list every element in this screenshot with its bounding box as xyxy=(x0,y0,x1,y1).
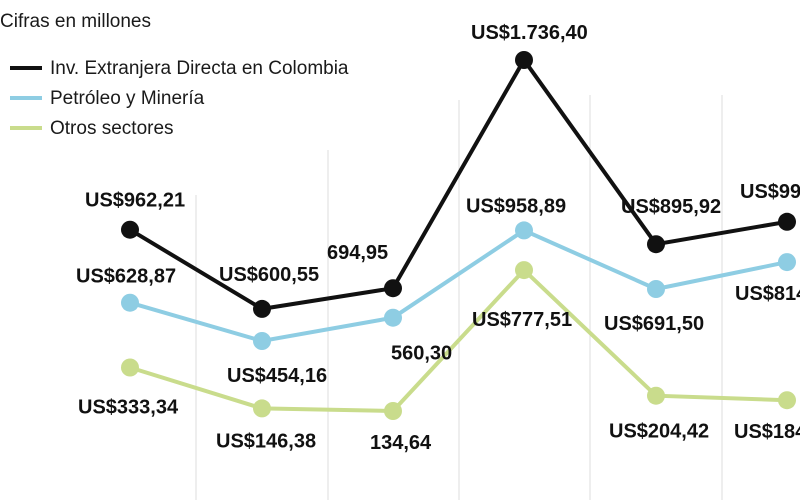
data-point xyxy=(253,332,271,350)
data-point xyxy=(515,261,533,280)
series-line xyxy=(128,56,788,311)
data-label: US$998 xyxy=(740,181,800,203)
legend-label: Inv. Extranjera Directa en Colombia xyxy=(50,58,349,79)
legend-label: Otros sectores xyxy=(50,118,174,139)
data-label: 134,64 xyxy=(370,432,432,454)
units-note: Cifras en millones xyxy=(0,11,151,32)
data-label: US$962,21 xyxy=(85,190,185,212)
data-label: US$958,89 xyxy=(466,195,566,217)
data-label: US$895,92 xyxy=(621,196,721,218)
data-point xyxy=(647,235,665,254)
data-label: 694,95 xyxy=(327,242,388,264)
data-label: 560,30 xyxy=(391,343,452,365)
data-label: US$691,50 xyxy=(604,313,704,335)
data-label: US$628,87 xyxy=(76,266,176,288)
data-point xyxy=(515,51,533,69)
data-label: US$454,16 xyxy=(227,365,327,387)
series-line xyxy=(129,228,788,344)
data-label: US$184 xyxy=(734,421,800,443)
data-point xyxy=(384,402,402,420)
data-point xyxy=(515,221,533,240)
data-label: US$600,55 xyxy=(219,264,319,286)
legend: Inv. Extranjera Directa en Colombia Petró… xyxy=(10,58,349,139)
gridlines xyxy=(195,95,723,500)
data-point xyxy=(778,212,796,231)
series-line xyxy=(129,267,788,414)
data-point xyxy=(384,279,402,298)
data-point xyxy=(384,308,402,327)
data-label: US$146,38 xyxy=(216,430,316,452)
data-label: US$1.736,40 xyxy=(471,22,588,44)
data-point xyxy=(121,220,139,239)
data-point xyxy=(778,253,796,272)
data-labels: US$962,21 US$600,55 694,95 US$1.736,40 US$89… xyxy=(76,22,800,454)
series-lines xyxy=(128,56,788,414)
data-point xyxy=(253,399,271,418)
data-point xyxy=(121,358,139,377)
legend-label: Petróleo y Minería xyxy=(50,88,205,109)
data-label: US$333,34 xyxy=(78,397,179,419)
data-label: US$777,51 xyxy=(472,309,572,331)
data-point xyxy=(253,299,271,318)
data-point xyxy=(121,293,139,312)
data-points xyxy=(121,51,796,420)
data-label: US$814 xyxy=(735,283,800,305)
data-point xyxy=(647,280,665,298)
data-point xyxy=(778,391,796,410)
data-point xyxy=(647,386,665,405)
data-label: US$204,42 xyxy=(609,421,709,443)
